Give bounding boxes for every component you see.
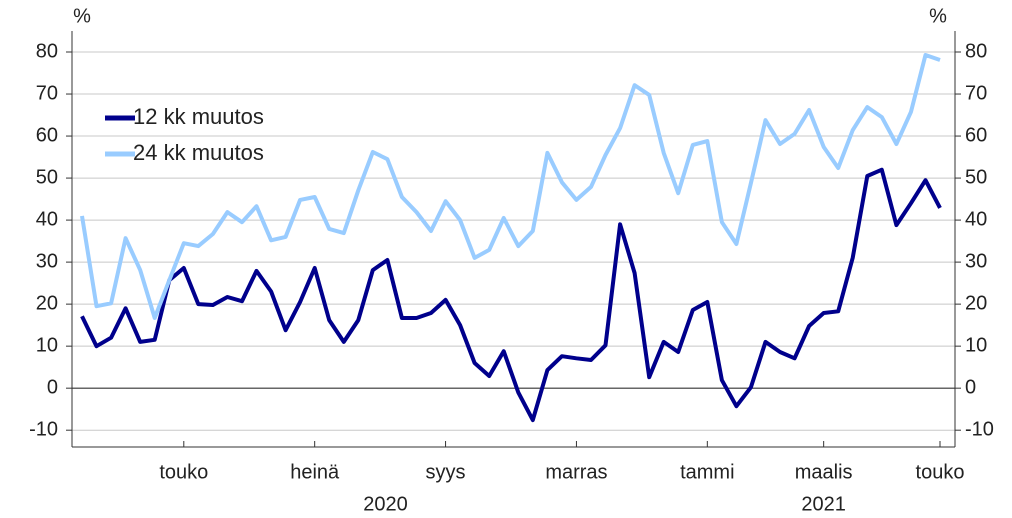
y-tick-label: 70: [36, 82, 58, 104]
x-tick-label: syys: [426, 461, 466, 483]
y2-tick-label: 30: [965, 250, 987, 272]
y2-tick-label: -10: [965, 418, 994, 440]
y-tick-label: 60: [36, 124, 58, 146]
year-label: 2020: [363, 493, 408, 515]
legend-label: 24 kk muutos: [133, 140, 264, 165]
legend-label: 12 kk muutos: [133, 104, 264, 129]
x-tick-label: touko: [916, 461, 965, 483]
x-tick-label: marras: [545, 461, 607, 483]
y-tick-label: 10: [36, 334, 58, 356]
y-tick-label: 20: [36, 292, 58, 314]
x-tick-label: tammi: [680, 461, 734, 483]
y2-tick-label: 70: [965, 82, 987, 104]
y2-tick-label: 60: [965, 124, 987, 146]
y-tick-label: 30: [36, 250, 58, 272]
y2-unit: %: [929, 5, 947, 27]
x-tick-label: maalis: [795, 461, 853, 483]
y2-tick-label: 20: [965, 292, 987, 314]
y-tick-label: 80: [36, 40, 58, 62]
x-tick-label: heinä: [290, 461, 340, 483]
x-tick-label: touko: [159, 461, 208, 483]
y2-tick-label: 40: [965, 208, 987, 230]
y-tick-label: 40: [36, 208, 58, 230]
y-tick-label: 50: [36, 166, 58, 188]
y2-tick-label: 10: [965, 334, 987, 356]
y2-tick-label: 0: [965, 376, 976, 398]
y-unit: %: [73, 5, 91, 27]
series-line: [80, 167, 942, 423]
series-line: [80, 53, 941, 320]
year-label: 2021: [801, 493, 846, 515]
y-tick-label: -10: [29, 418, 58, 440]
y2-tick-label: 80: [965, 40, 987, 62]
y2-tick-label: 50: [965, 166, 987, 188]
y-tick-label: 0: [47, 376, 58, 398]
